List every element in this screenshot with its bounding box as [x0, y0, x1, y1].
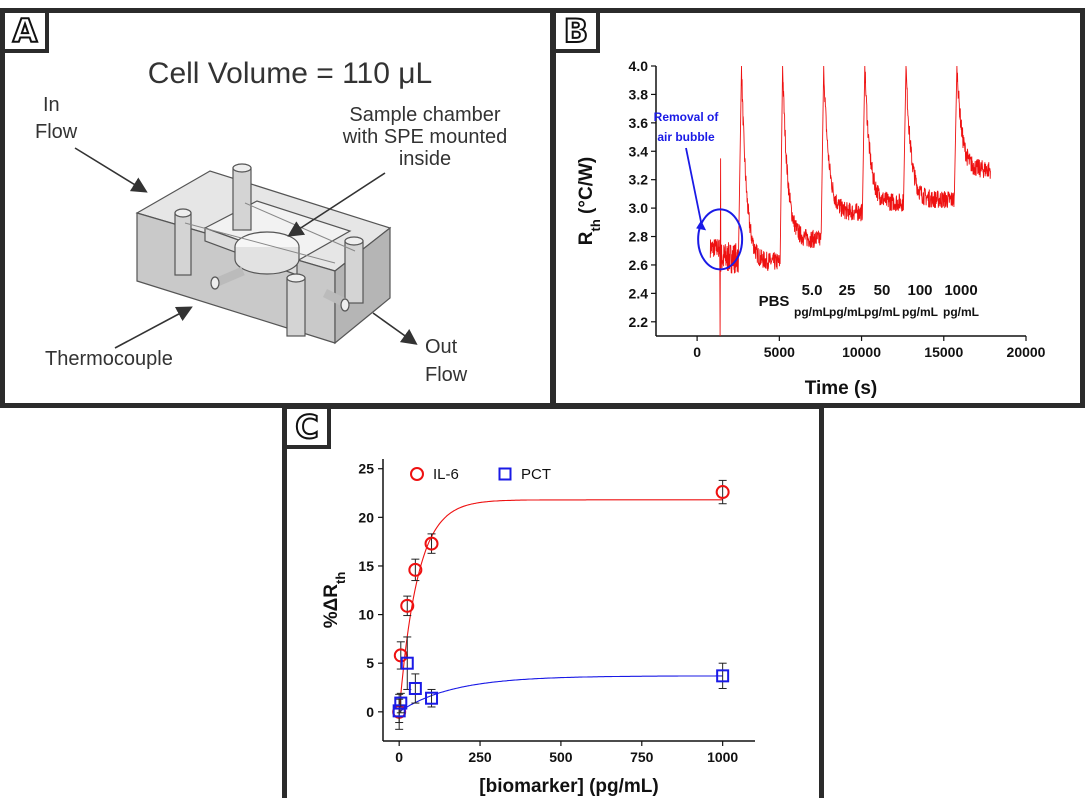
out-flow-label-2: Flow [425, 364, 468, 386]
panel-b: 2.2 2.4 2.6 2.8 3.0 3.2 3.4 3.6 3.8 4.0 0 5000 10000… [551, 8, 1085, 408]
thermocouple-label: Thermocouple [45, 348, 173, 370]
x-tick-label: 500 [549, 749, 573, 765]
y-tick-label: 15 [358, 558, 374, 574]
panel-a: Cell Volume = 110 μL [0, 8, 555, 408]
flow-cell-diagram: Cell Volume = 110 μL [35, 57, 508, 386]
x-tick-label: 1000 [707, 749, 738, 765]
legend-marker-il-6 [410, 467, 424, 481]
data-point-pct [716, 669, 730, 683]
legend-label-pct: PCT [521, 466, 551, 483]
fit-curve-pct [398, 675, 723, 713]
fit-curve-il-6 [398, 499, 723, 712]
y-tick-label: 10 [358, 607, 374, 623]
segment-label-conc: 100 [907, 282, 932, 299]
annotation-line-2: air bubble [657, 130, 715, 144]
annotation-arrow [685, 147, 704, 228]
thermocouple-arrow [114, 306, 193, 349]
y-tick-label: 20 [358, 509, 374, 525]
data-point-pct [408, 681, 422, 695]
tubes [174, 163, 364, 337]
x-axis-title: [biomarker] (pg/mL) [479, 776, 658, 797]
segment-label-unit: pg/mL [864, 305, 900, 319]
x-tick-label: 20000 [1007, 344, 1046, 360]
y-tick-label: 3.0 [629, 200, 649, 216]
x-tick-label: 250 [468, 749, 492, 765]
y-tick-label: 5 [366, 655, 374, 671]
data-point-il-6 [424, 536, 439, 551]
panel-c: 0 5 10 15 20 25 0 250 500 750 1000 [biomarker] (pg/… [282, 404, 824, 798]
x-tick-label: 0 [395, 749, 403, 765]
segment-label-conc: 1000 [944, 282, 977, 299]
data-point-il-6 [715, 485, 730, 500]
segment-label-unit: pg/mL [829, 305, 865, 319]
data-point-pct [425, 691, 439, 705]
y-tick-label: 0 [366, 704, 374, 720]
x-tick-label: 5000 [764, 344, 795, 360]
in-flow-label-1: In [43, 94, 60, 116]
panel-c-label: C [287, 408, 331, 449]
annotation-line-1: Removal of [654, 110, 720, 124]
x-tick-label: 15000 [924, 344, 963, 360]
legend-label-il-6: IL-6 [433, 466, 459, 483]
panel-a-label: A [5, 12, 49, 53]
rth-time-chart: 2.2 2.4 2.6 2.8 3.0 3.2 3.4 3.6 3.8 4.0 0 5000 10000… [576, 58, 1046, 399]
x-axis-title: Time (s) [805, 378, 878, 399]
segment-label: PBS [759, 293, 790, 310]
y-tick-label: 2.8 [629, 229, 649, 245]
y-axis-title: Rth (°C/W) [576, 157, 603, 245]
out-flow-label-1: Out [425, 336, 458, 358]
air-bubble-circle [697, 208, 744, 271]
x-tick-label: 0 [693, 344, 701, 360]
in-flow-label-2: Flow [35, 121, 78, 143]
segment-label-unit: pg/mL [943, 305, 979, 319]
data-point-pct [394, 696, 408, 710]
rth-signal-line [709, 65, 991, 337]
in-flow-arrow [74, 147, 148, 193]
y-tick-label: 3.8 [629, 86, 649, 102]
panel-b-label: B [556, 12, 600, 53]
legend-marker-pct [498, 467, 512, 481]
y-tick-label: 2.4 [629, 285, 649, 301]
y-axis-title: %ΔRth [321, 572, 348, 629]
segment-label-unit: pg/mL [794, 305, 830, 319]
data-point-il-6 [400, 598, 415, 613]
sample-chamber-label-3: inside [399, 148, 451, 170]
data-point-il-6 [408, 562, 423, 577]
segment-label-conc: 25 [839, 282, 856, 299]
cell-volume-title: Cell Volume = 110 μL [148, 57, 432, 90]
out-flow-arrow [372, 312, 418, 345]
data-point-pct [392, 704, 406, 718]
annotation-arrowhead [696, 220, 707, 231]
data-point-pct [400, 656, 414, 670]
y-tick-label: 2.2 [629, 314, 649, 330]
x-tick-label: 750 [630, 749, 654, 765]
y-tick-label: 3.2 [629, 172, 649, 188]
y-tick-label: 2.6 [629, 257, 649, 273]
x-tick-label: 10000 [842, 344, 881, 360]
segment-label-conc: 5.0 [802, 282, 823, 299]
sample-chamber-label-2: with SPE mounted [342, 126, 508, 148]
y-tick-label: 4.0 [629, 58, 649, 74]
sample-chamber-arrow [287, 172, 386, 237]
segment-label-unit: pg/mL [902, 305, 938, 319]
segment-label-conc: 50 [874, 282, 891, 299]
y-tick-label: 3.4 [629, 143, 649, 159]
y-tick-label: 25 [358, 461, 374, 477]
sample-chamber-label-1: Sample chamber [349, 104, 501, 126]
y-tick-label: 3.6 [629, 115, 649, 131]
